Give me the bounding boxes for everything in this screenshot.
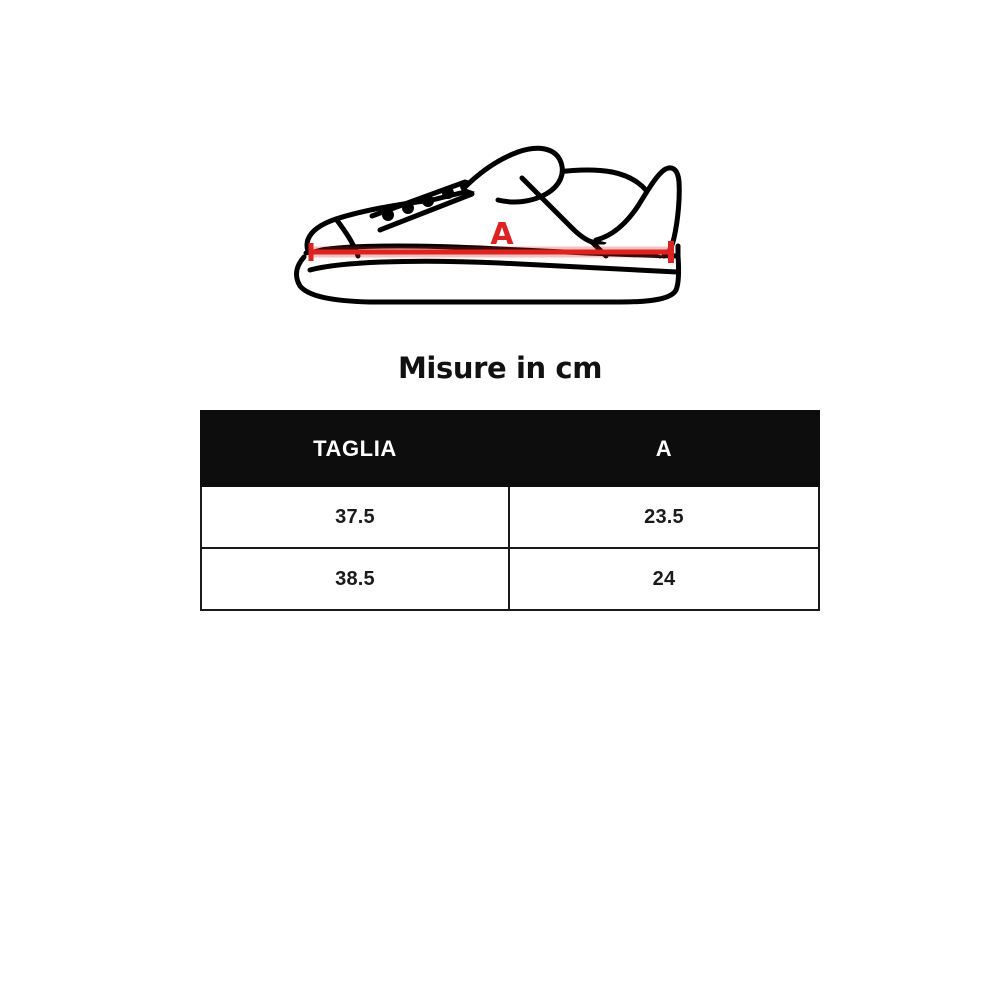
page-title: Misure in cm xyxy=(397,351,603,385)
cell-a: 24 xyxy=(508,547,820,611)
size-table-head: TAGLIA A xyxy=(200,410,820,487)
size-table-body: 37.5 23.5 38.5 24 xyxy=(200,485,820,611)
column-header-a: A xyxy=(508,410,820,487)
shoe-tongue xyxy=(461,145,565,205)
cell-a: 23.5 xyxy=(508,485,820,549)
measurement-label-a: A xyxy=(490,217,514,252)
heel-collar xyxy=(593,165,682,259)
column-header-taglia: TAGLIA xyxy=(200,410,510,487)
table-header-row: TAGLIA A xyxy=(200,410,820,487)
size-table: TAGLIA A 37.5 23.5 38.5 24 xyxy=(200,410,820,611)
cell-taglia: 37.5 xyxy=(200,485,510,549)
cell-taglia: 38.5 xyxy=(200,547,510,611)
table-row: 37.5 23.5 xyxy=(200,485,820,549)
quarter-panel-seam xyxy=(519,175,609,259)
shoe-sole xyxy=(294,243,682,305)
measurement-line-a xyxy=(308,241,674,263)
sneaker-diagram: A xyxy=(260,120,720,320)
sneaker-illustration-svg: A xyxy=(294,145,682,305)
table-row: 38.5 24 xyxy=(200,547,820,611)
